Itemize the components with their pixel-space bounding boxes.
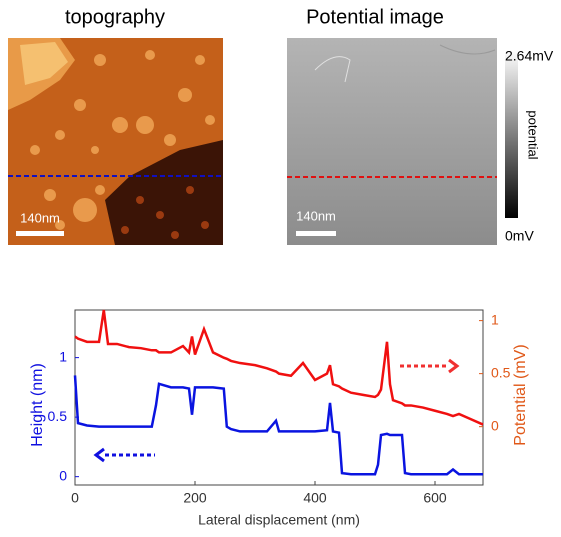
image-title: topography xyxy=(65,6,165,28)
scale-bar-label: 140nm xyxy=(20,210,60,225)
colorbar-max: 2.64mV xyxy=(505,48,554,64)
y-tick-label: 0.5 xyxy=(48,408,68,424)
colorbar-min: 0mV xyxy=(505,228,534,244)
colorbar-label: potential xyxy=(526,110,541,159)
y2-axis-label: Potential (mV) xyxy=(512,344,529,445)
x-tick-label: 400 xyxy=(303,490,327,506)
x-axis-label: Lateral displacement (nm) xyxy=(198,512,360,528)
y-tick-label: 0 xyxy=(59,467,67,483)
y2-tick-label: 0 xyxy=(491,417,499,433)
data-line xyxy=(75,375,483,474)
y2-tick-label: 1 xyxy=(491,311,499,327)
y-axis-label: Height (nm) xyxy=(29,363,46,447)
x-tick-label: 600 xyxy=(423,490,447,506)
page: topography 140nm Potential image 140nm 2… xyxy=(0,0,561,537)
image-title: Potential image xyxy=(306,6,444,28)
arrow xyxy=(96,449,155,461)
plot-frame xyxy=(75,310,483,485)
y-tick-label: 1 xyxy=(59,348,67,364)
y2-tick-label: 0.5 xyxy=(491,364,511,380)
scale-bar-label: 140nm xyxy=(296,208,336,223)
figure: topography 140nm Potential image 140nm 2… xyxy=(0,0,561,532)
arrow xyxy=(400,360,457,372)
x-tick-label: 200 xyxy=(183,490,207,506)
x-tick-label: 0 xyxy=(71,490,79,506)
